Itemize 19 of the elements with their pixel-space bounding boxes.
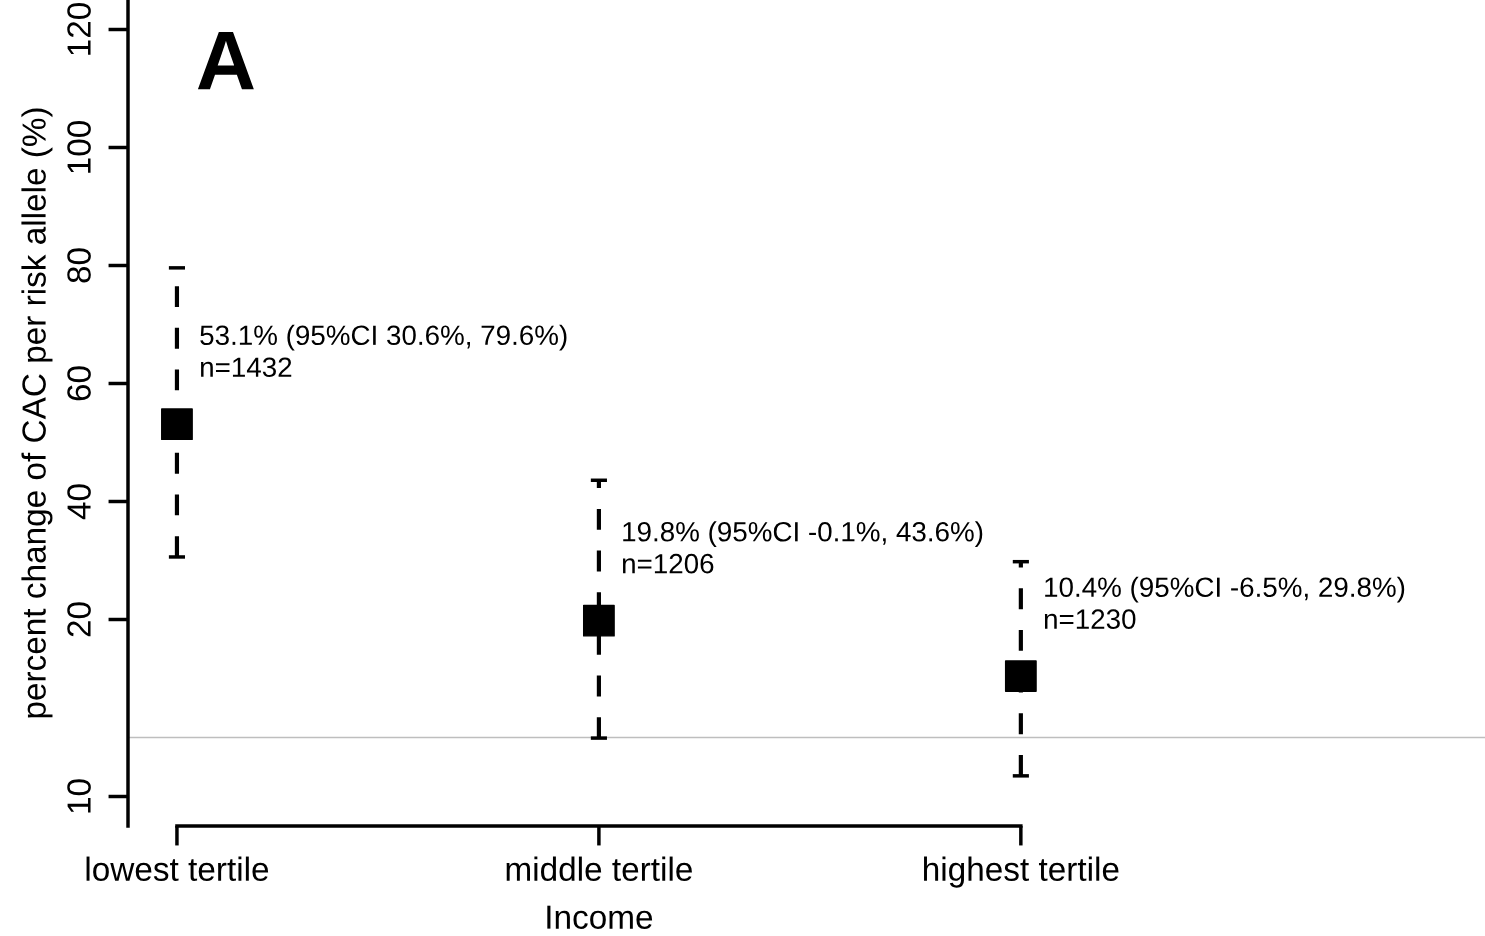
annotation: 53.1% (95%CI 30.6%, 79.6%) n=1432	[200, 324, 567, 378]
y-tick-label: 10	[67, 779, 91, 813]
x-tick-label: highest tertile	[924, 856, 1119, 888]
point	[582, 604, 615, 637]
x-tick-label: lowest tertile	[86, 856, 269, 882]
x-axis-title: Income	[547, 905, 653, 929]
chart-title: A	[197, 31, 254, 90]
y-tick-label: 120	[67, 2, 91, 55]
annotation: 10.4% (95%CI -6.5%, 29.8%) n=1230	[1044, 576, 1405, 629]
y-tick-label: 40	[67, 484, 91, 520]
y-tick-label: 60	[67, 366, 91, 401]
x-tick-label: middle tertile	[506, 856, 692, 882]
y-axis-title: percent change of CAC per risk allele (%)	[21, 108, 53, 718]
y-tick-label: 80	[67, 248, 91, 283]
point	[161, 408, 193, 441]
annotation: 19.8% (95%CI -0.1%, 43.6%) n=1206	[622, 521, 983, 574]
point	[1004, 660, 1037, 693]
y-tick-label: 100	[67, 120, 91, 173]
y-tick-label: 20	[67, 602, 91, 637]
